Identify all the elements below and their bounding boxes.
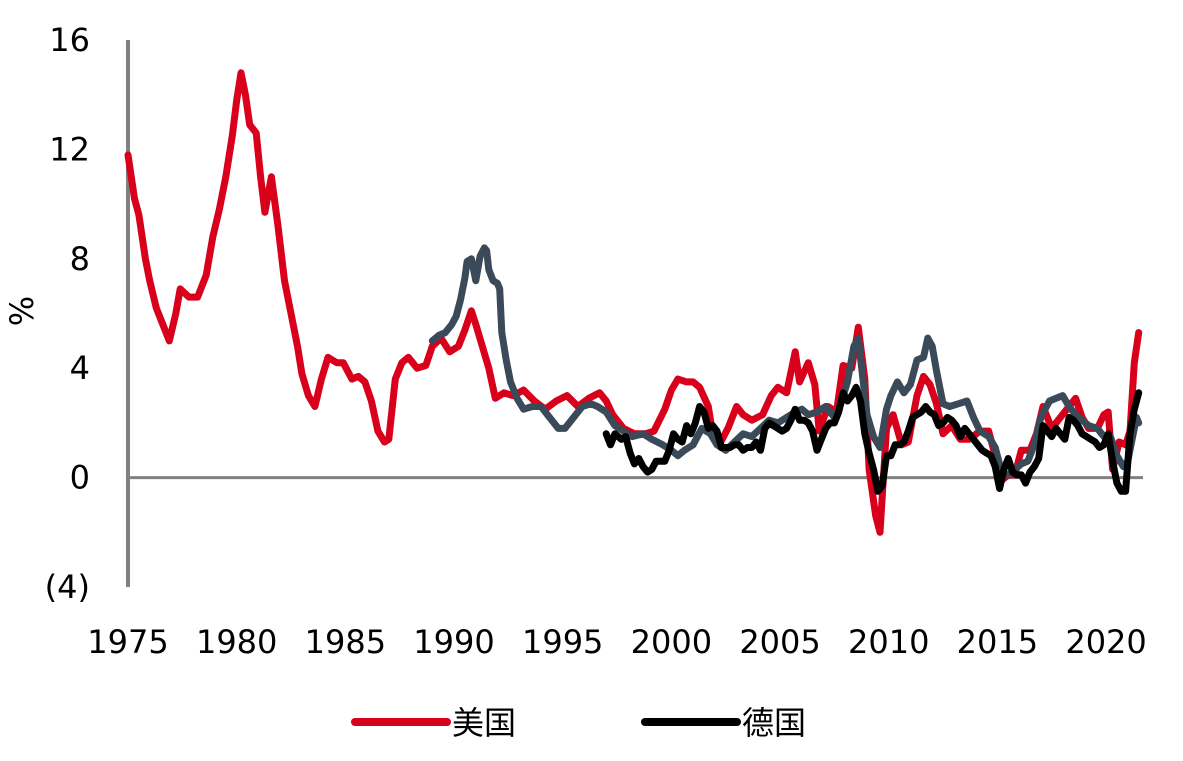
x-tick-label: 2015 xyxy=(957,623,1038,661)
x-tick-label: 1995 xyxy=(522,623,603,661)
series-line-unlabeled-1 xyxy=(428,244,1143,479)
x-tick-label: 2020 xyxy=(1065,623,1146,661)
x-tick-label: 1975 xyxy=(87,623,168,661)
legend-label: 德国 xyxy=(742,704,806,742)
series-lines xyxy=(124,69,1143,536)
legend-label: 美国 xyxy=(452,704,516,742)
y-tick-label: 0 xyxy=(70,459,90,497)
y-tick-label: 4 xyxy=(70,349,90,387)
x-tick-label: 1990 xyxy=(413,623,494,661)
y-tick-labels: 16 12 8 4 0 (4) xyxy=(45,21,90,606)
series-line-2 xyxy=(602,383,1143,495)
x-tick-label: 2005 xyxy=(739,623,820,661)
y-tick-label: (4) xyxy=(45,568,90,606)
y-axis-label: % xyxy=(3,296,41,326)
x-tick-label: 2000 xyxy=(631,623,712,661)
y-tick-label: 12 xyxy=(49,130,90,168)
x-tick-labels: 1975 1980 1985 1990 1995 2000 2005 2010 2015 2020 xyxy=(87,623,1146,661)
legend: 美国 德国 xyxy=(351,704,806,742)
x-tick-label: 1985 xyxy=(305,623,386,661)
x-tick-label: 2010 xyxy=(848,623,929,661)
x-tick-label: 1980 xyxy=(196,623,277,661)
y-tick-label: 8 xyxy=(70,240,90,278)
y-tick-label: 16 xyxy=(49,21,90,59)
axes xyxy=(126,40,1143,587)
